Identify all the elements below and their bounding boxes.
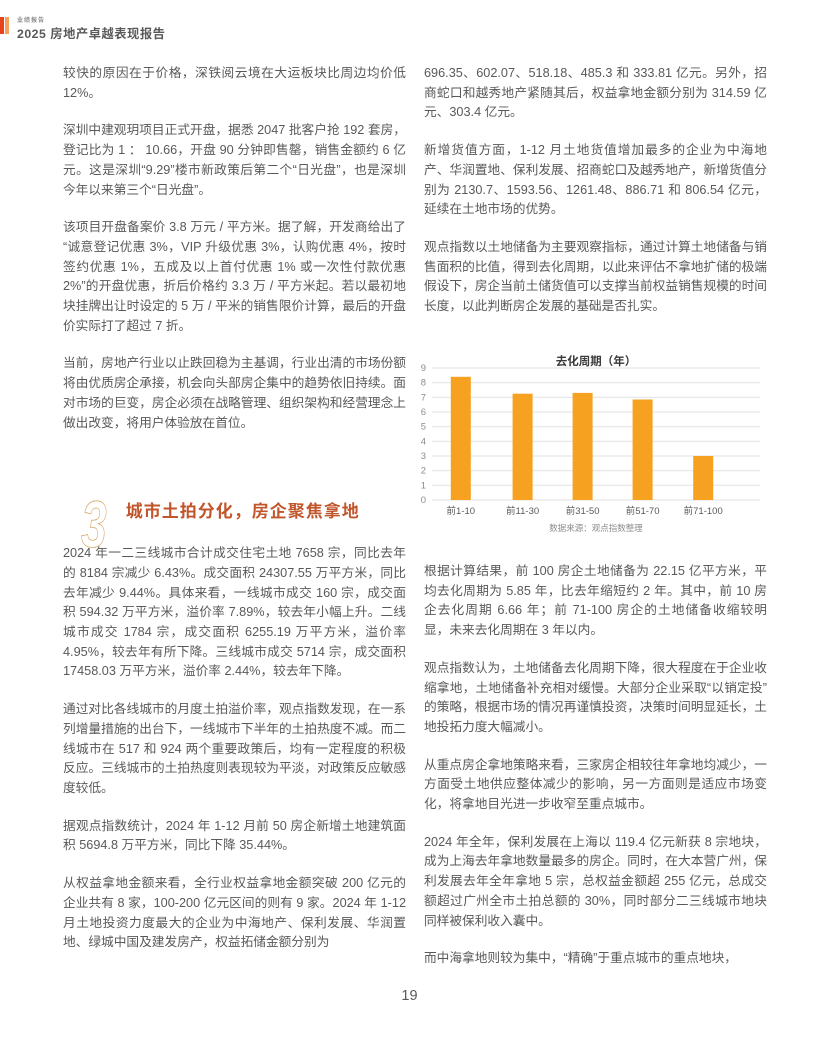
svg-text:数据来源：观点指数整理: 数据来源：观点指数整理 [549, 523, 643, 533]
svg-text:7: 7 [421, 392, 426, 403]
svg-text:4: 4 [421, 436, 426, 447]
svg-text:前51-70: 前51-70 [626, 505, 660, 517]
svg-text:0: 0 [421, 495, 426, 506]
svg-text:前1-10: 前1-10 [447, 505, 476, 517]
svg-text:前31-50: 前31-50 [566, 505, 600, 517]
svg-text:3: 3 [421, 451, 426, 462]
svg-text:1: 1 [421, 480, 426, 491]
svg-text:8: 8 [421, 378, 426, 389]
svg-text:去化周期（年）: 去化周期（年） [556, 355, 637, 368]
svg-text:5: 5 [421, 422, 426, 433]
svg-text:前11-30: 前11-30 [506, 505, 539, 517]
svg-text:前71-100: 前71-100 [684, 505, 723, 517]
svg-text:9: 9 [421, 363, 426, 374]
svg-text:2: 2 [421, 466, 426, 477]
svg-text:6: 6 [421, 407, 426, 418]
